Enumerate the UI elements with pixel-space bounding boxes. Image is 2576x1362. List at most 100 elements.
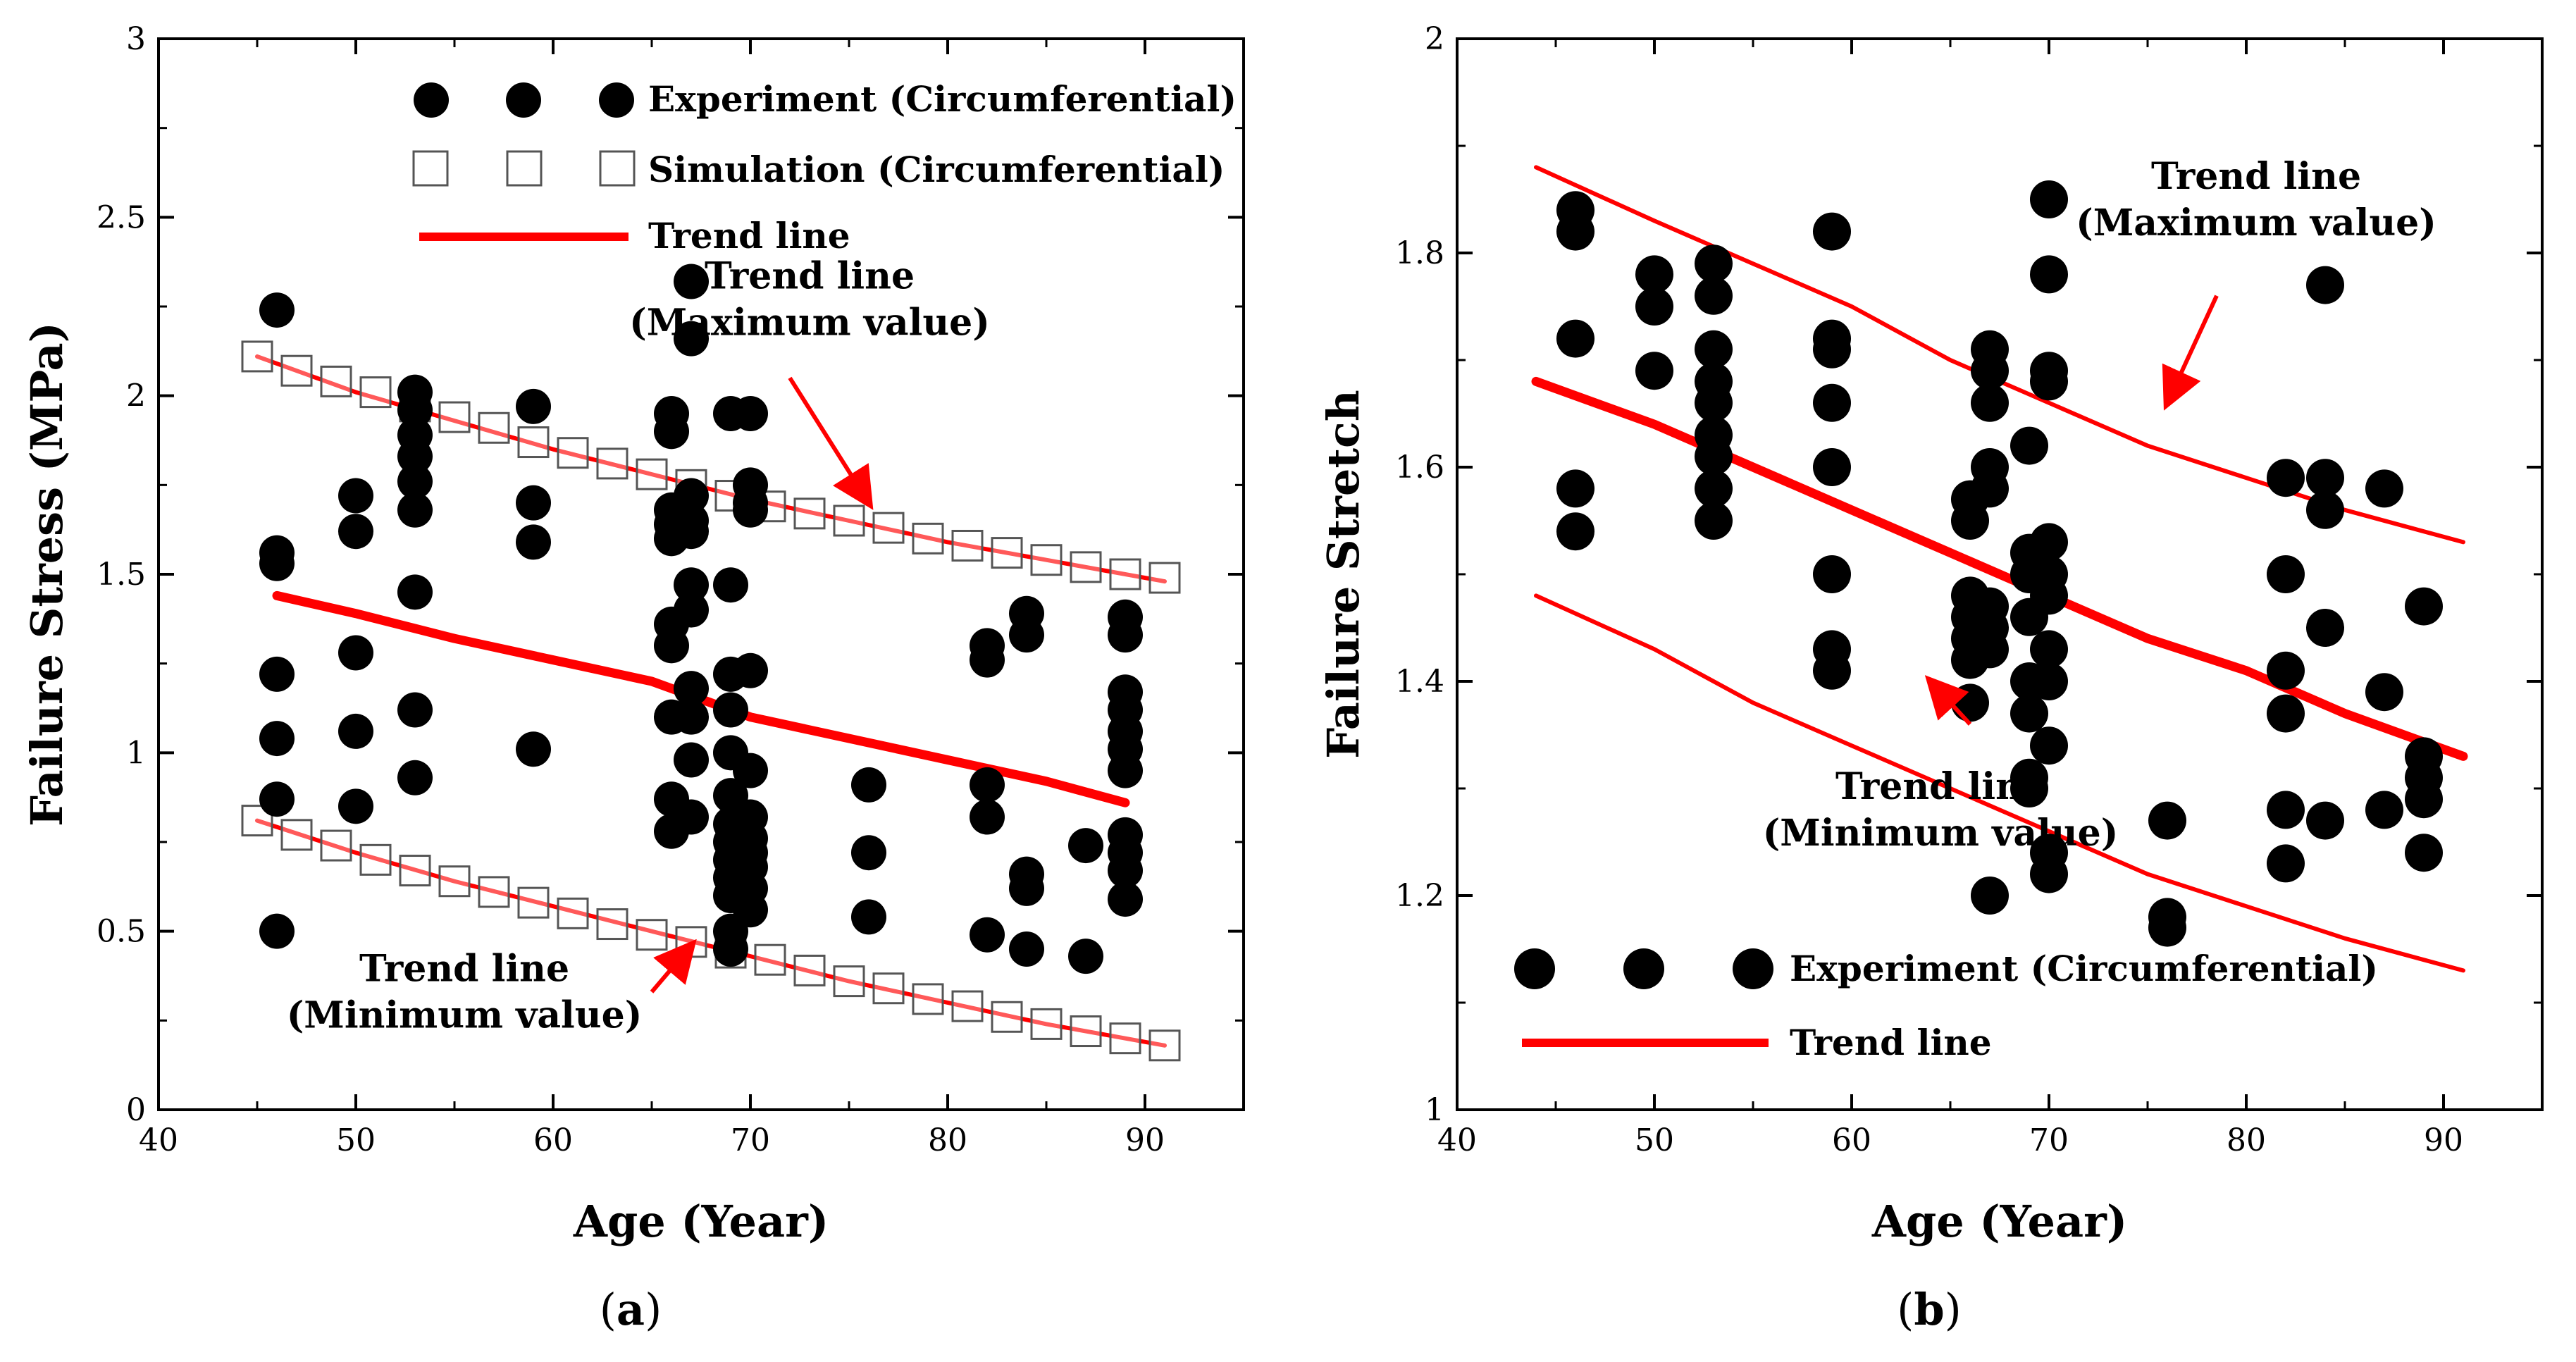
annotation-arrow-a bbox=[788, 376, 874, 510]
annotation-arrow-a bbox=[650, 939, 697, 993]
x-tick-label-b: 40 bbox=[1437, 1122, 1477, 1158]
experiment-point-b bbox=[1635, 352, 1673, 390]
ticks-b: 40 50 60 70 80 90 1 1.2 1.4 1.6 1.8 2 bbox=[1395, 21, 2542, 1158]
y-tick-label-a: 0.5 bbox=[97, 914, 146, 950]
experiment-point-b bbox=[1695, 437, 1733, 476]
experiment-point-b bbox=[1556, 512, 1594, 551]
experiment-point-b bbox=[2306, 459, 2344, 497]
experiment-point-b bbox=[2148, 801, 2186, 840]
experiment-point-a bbox=[851, 899, 886, 935]
experiment-point-b bbox=[1813, 212, 1851, 251]
experiment-point-a bbox=[338, 788, 373, 824]
experiment-point-a bbox=[970, 799, 1005, 835]
simulation-marker-a bbox=[1030, 1008, 1063, 1040]
experiment-point-b bbox=[1813, 448, 1851, 486]
annotations-b: Trend line(Maximum value)Trend line(Mini… bbox=[1763, 155, 2436, 855]
annotation-text-a: Trend line bbox=[359, 948, 569, 991]
experiment-point-a bbox=[397, 438, 433, 474]
experiment-point-b bbox=[2030, 576, 2068, 615]
trend-line-thin-a bbox=[255, 354, 1167, 584]
legend-marker-experiment-a bbox=[414, 82, 449, 118]
experiment-point-a bbox=[338, 635, 373, 671]
experiment-point-b bbox=[1695, 502, 1733, 540]
experiment-point-a bbox=[397, 760, 433, 795]
legend-marker-experiment-a bbox=[506, 82, 541, 118]
simulation-marker-a bbox=[596, 908, 628, 941]
simulation-marker-a bbox=[636, 919, 668, 951]
simulation-marker-a bbox=[478, 876, 510, 908]
x-tick-label-a: 50 bbox=[336, 1122, 376, 1158]
experiment-markers-b bbox=[1556, 180, 2443, 947]
experiment-point-a bbox=[338, 478, 373, 514]
experiment-point-a bbox=[1108, 753, 1143, 788]
experiment-point-b bbox=[1556, 212, 1594, 251]
experiment-point-b bbox=[2148, 908, 2186, 947]
experiment-point-a bbox=[713, 567, 748, 603]
y-tick-label-b: 1 bbox=[1425, 1092, 1444, 1128]
simulation-marker-a bbox=[1109, 1022, 1141, 1055]
experiment-point-b bbox=[2010, 769, 2048, 807]
x-tick-label-a: 40 bbox=[139, 1122, 178, 1158]
experiment-point-a bbox=[733, 892, 768, 928]
experiment-point-b bbox=[1813, 651, 1851, 690]
annotation-text-b: Trend line bbox=[1835, 765, 2045, 808]
experiment-point-a bbox=[674, 514, 709, 550]
experiment-point-a bbox=[397, 692, 433, 728]
annotation-text-b: (Minimum value) bbox=[1763, 812, 2119, 855]
experiment-point-a bbox=[733, 652, 768, 688]
experiment-point-a bbox=[654, 414, 689, 450]
experiment-point-a bbox=[516, 524, 551, 560]
trend-line-thick-b bbox=[1531, 376, 2468, 761]
experiment-point-a bbox=[674, 699, 709, 735]
experiment-point-b bbox=[2030, 630, 2068, 669]
experiment-point-b bbox=[1813, 555, 1851, 593]
experiment-point-b bbox=[1556, 319, 1594, 358]
simulation-marker-a bbox=[991, 537, 1023, 569]
y-tick-label-b: 2 bbox=[1425, 21, 1444, 57]
x-tick-label-b: 90 bbox=[2424, 1122, 2463, 1158]
experiment-point-a bbox=[713, 931, 748, 967]
experiment-point-a bbox=[1009, 870, 1044, 906]
y-tick-label-a: 1.5 bbox=[97, 557, 146, 593]
x-tick-label-b: 70 bbox=[2029, 1122, 2069, 1158]
simulation-marker-a bbox=[951, 990, 984, 1022]
x-tick-label-a: 70 bbox=[731, 1122, 770, 1158]
experiment-point-b bbox=[2405, 780, 2443, 819]
annotation-text-a: (Minimum value) bbox=[287, 994, 643, 1037]
experiment-point-a bbox=[674, 671, 709, 707]
simulation-marker-a bbox=[833, 965, 865, 998]
legend-label-simulation-a: Simulation (Circumferential) bbox=[648, 149, 1225, 190]
simulation-marker-a bbox=[912, 983, 944, 1015]
experiment-point-b bbox=[2267, 694, 2305, 733]
simulation-marker-a bbox=[991, 1001, 1023, 1033]
simulation-marker-a bbox=[320, 365, 352, 397]
panel-label-b: (b) bbox=[1897, 1284, 1962, 1335]
simulation-marker-a bbox=[359, 843, 392, 876]
experiment-point-a bbox=[733, 492, 768, 528]
experiment-point-a bbox=[516, 388, 551, 424]
legend-label-experiment-b: Experiment (Circumferential) bbox=[1790, 948, 2378, 989]
experiment-point-b bbox=[2030, 726, 2068, 765]
simulation-marker-a bbox=[1070, 1015, 1102, 1048]
experiment-point-b bbox=[1695, 330, 1733, 369]
simulation-marker-a bbox=[793, 954, 826, 986]
y-tick-label-a: 0 bbox=[126, 1092, 146, 1128]
y-axis-title-a: Failure Stress (MPa) bbox=[21, 322, 73, 827]
simulation-marker-a bbox=[399, 855, 431, 887]
simulation-marker-a bbox=[438, 401, 471, 433]
annotations-a: Trend line(Maximum value)Trend line(Mini… bbox=[287, 255, 990, 1037]
x-tick-label-b: 80 bbox=[2227, 1122, 2266, 1158]
experiment-point-a bbox=[713, 692, 748, 728]
y-tick-label-b: 1.4 bbox=[1395, 664, 1444, 700]
experiment-point-b bbox=[2030, 255, 2068, 294]
annotation-arrow-b bbox=[2162, 295, 2219, 411]
trend-line-thin-b bbox=[1534, 593, 2465, 973]
experiment-point-b bbox=[2030, 855, 2068, 893]
experiment-markers-a bbox=[259, 264, 1143, 974]
experiment-point-a bbox=[516, 485, 551, 521]
annotation-text-a: (Maximum value) bbox=[629, 302, 990, 345]
experiment-point-a bbox=[397, 464, 433, 500]
legend-marker-simulation-a bbox=[599, 150, 636, 187]
